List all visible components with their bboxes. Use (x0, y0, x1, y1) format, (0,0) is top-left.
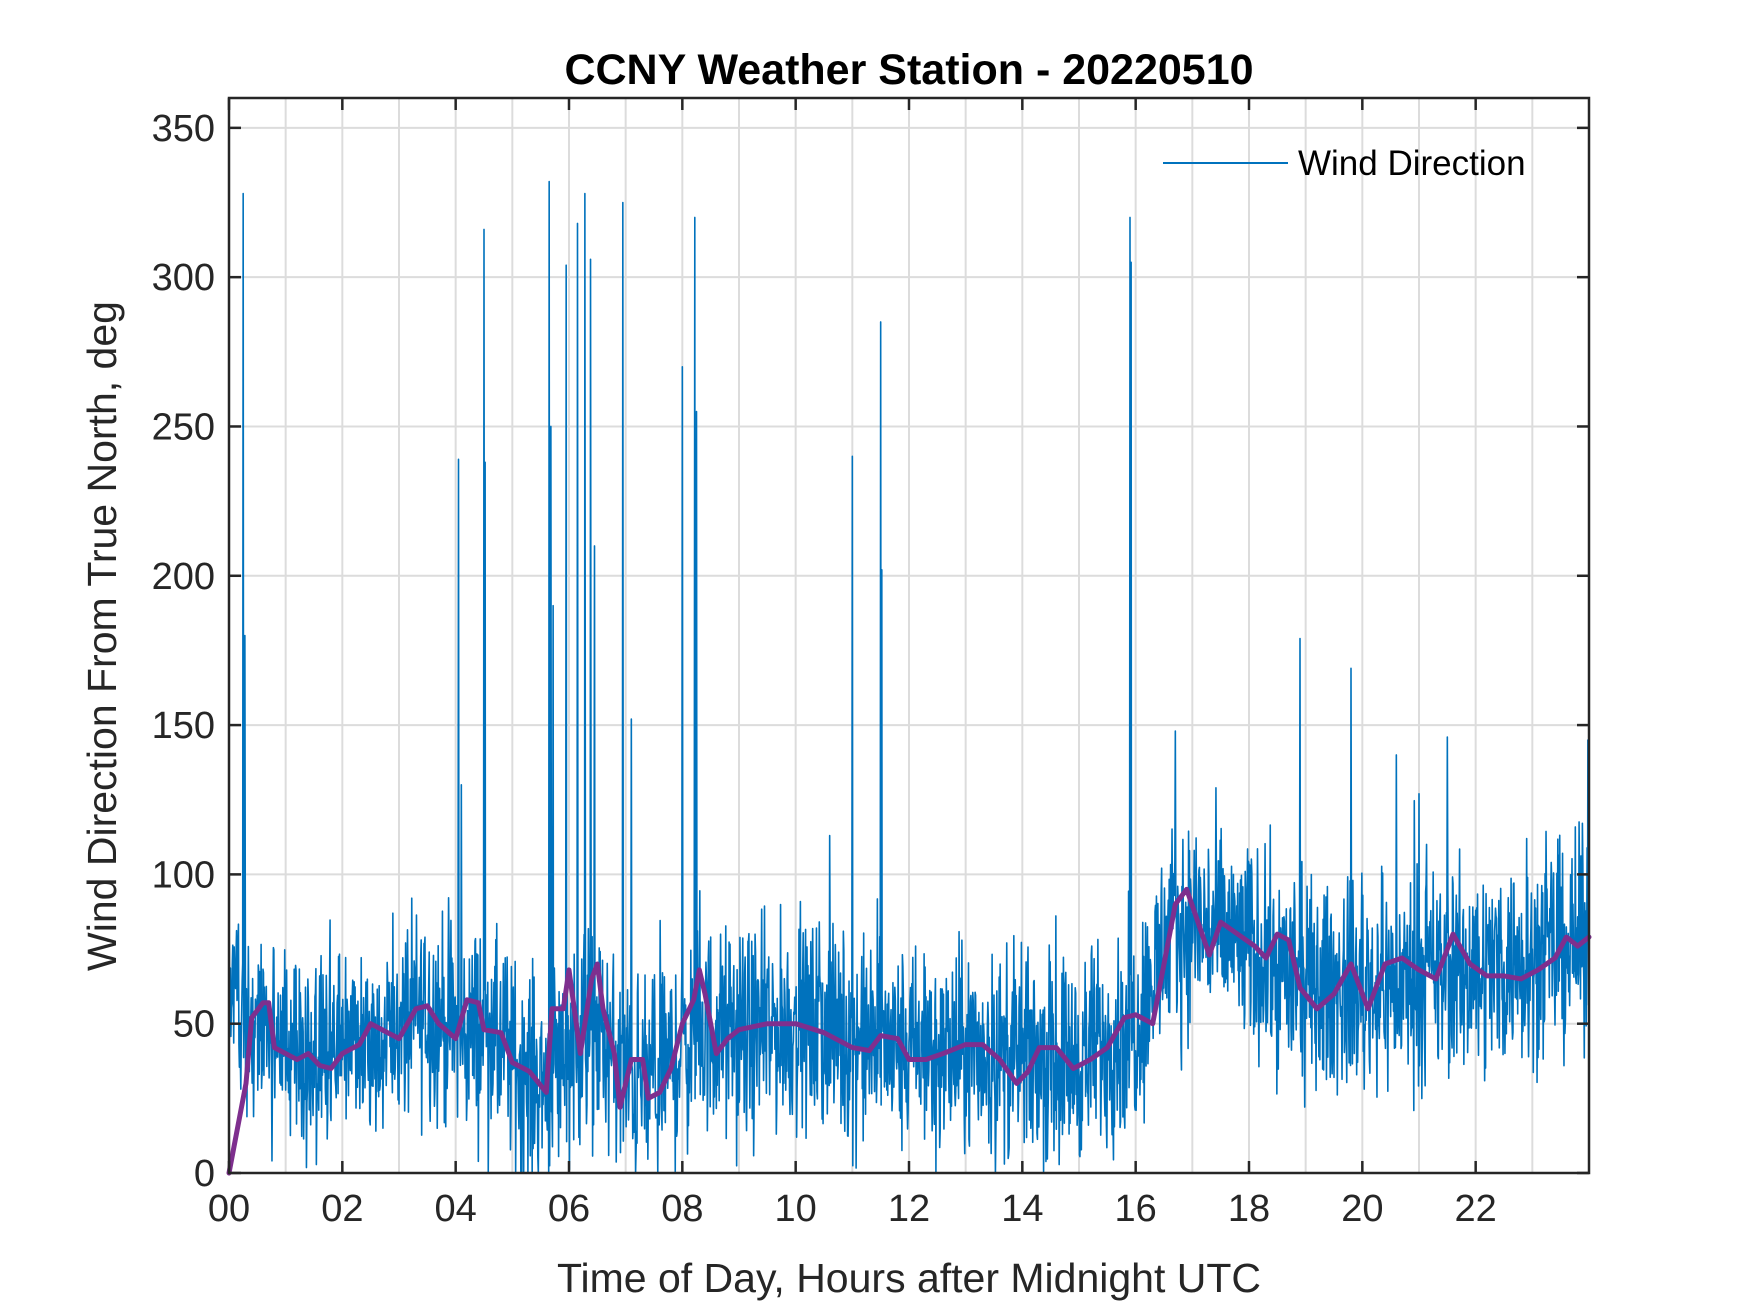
x-tick-label: 08 (661, 1188, 703, 1230)
chart-title: CCNY Weather Station - 20220510 (564, 46, 1253, 94)
x-tick-label: 16 (1115, 1188, 1157, 1230)
x-axis-label: Time of Day, Hours after Midnight UTC (557, 1255, 1261, 1301)
x-tick-label: 18 (1228, 1188, 1270, 1230)
x-tick-label: 00 (208, 1188, 250, 1230)
y-axis-label: Wind Direction From True North, deg (79, 301, 125, 971)
y-tick-label: 300 (152, 257, 215, 299)
y-tick-label: 250 (152, 406, 215, 448)
x-tick-label: 04 (435, 1188, 477, 1230)
y-tick-label: 200 (152, 556, 215, 598)
x-tick-label: 22 (1455, 1188, 1497, 1230)
smoothed-wind-direction-line (226, 886, 1592, 1176)
y-tick-label: 0 (194, 1153, 215, 1195)
legend: Wind Direction (1163, 144, 1526, 183)
legend-entry-wind-direction: Wind Direction (1298, 144, 1526, 183)
x-tick-label: 02 (321, 1188, 363, 1230)
y-tick-label: 100 (152, 854, 215, 896)
axes: 00 02 04 06 08 10 12 14 16 18 20 22 0 50 100 150 200 250 3… (152, 96, 1591, 1230)
y-tick-label: 350 (152, 108, 215, 150)
smooth-series-group (226, 886, 1592, 1176)
x-tick-label: 20 (1341, 1188, 1383, 1230)
x-tick-label: 12 (888, 1188, 930, 1230)
y-tick-label: 150 (152, 705, 215, 747)
x-tick-label: 10 (775, 1188, 817, 1230)
x-tick-label: 06 (548, 1188, 590, 1230)
y-tick-label: 50 (173, 1004, 215, 1046)
x-tick-label: 14 (1001, 1188, 1043, 1230)
